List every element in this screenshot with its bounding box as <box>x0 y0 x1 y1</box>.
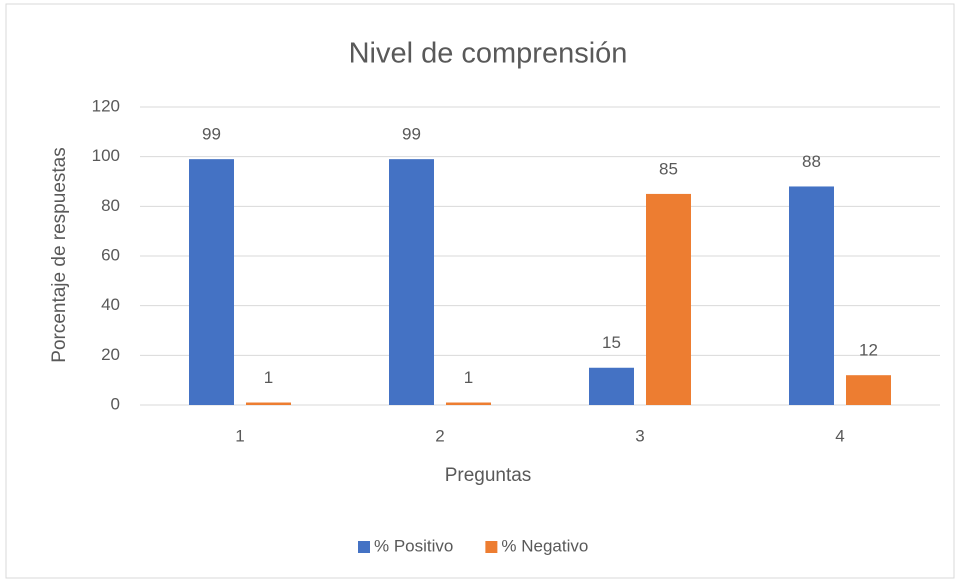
y-tick-label: 20 <box>101 345 120 364</box>
y-tick-label: 100 <box>92 146 120 165</box>
data-label: 15 <box>602 333 621 352</box>
legend-swatch <box>358 541 370 553</box>
chart-title: Nivel de comprensión <box>349 38 628 70</box>
y-tick-label: 40 <box>101 295 120 314</box>
bar <box>846 375 891 405</box>
data-label: 88 <box>802 152 821 171</box>
bar <box>646 193 691 405</box>
x-tick-label: 2 <box>435 426 444 445</box>
y-axis-label: Porcentaje de respuestas <box>49 147 70 362</box>
y-tick-label: 0 <box>111 394 120 413</box>
x-axis-label: Preguntas <box>445 465 532 486</box>
bar <box>189 159 234 405</box>
bar <box>789 186 834 405</box>
legend-label: % Negativo <box>501 536 588 555</box>
data-label: 12 <box>859 341 878 360</box>
data-label: 99 <box>202 125 221 144</box>
data-label: 1 <box>264 368 273 387</box>
bar <box>246 402 291 405</box>
bar <box>446 402 491 405</box>
x-tick-label: 1 <box>235 426 244 445</box>
data-label: 99 <box>402 125 421 144</box>
data-label: 85 <box>659 159 678 178</box>
legend-label: % Positivo <box>374 536 453 555</box>
y-tick-label: 80 <box>101 196 120 215</box>
x-tick-label: 3 <box>635 426 644 445</box>
x-tick-label: 4 <box>835 426 844 445</box>
bar <box>389 159 434 405</box>
data-label: 1 <box>464 368 473 387</box>
y-tick-label: 60 <box>101 245 120 264</box>
legend-swatch <box>485 541 498 553</box>
y-tick-label: 120 <box>92 96 120 115</box>
bar <box>589 367 634 405</box>
